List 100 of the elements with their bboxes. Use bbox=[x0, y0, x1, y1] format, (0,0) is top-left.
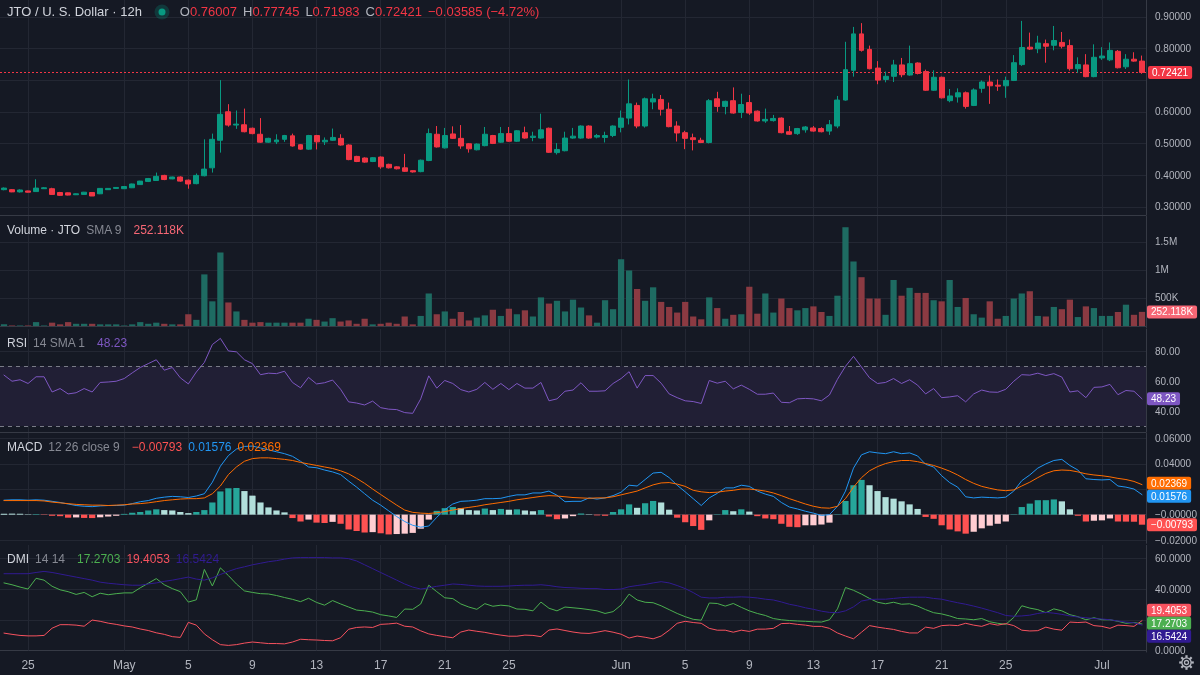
bar bbox=[994, 318, 1001, 327]
candlestick bbox=[81, 191, 87, 196]
bar bbox=[754, 313, 761, 327]
bar bbox=[1130, 314, 1138, 327]
candlestick bbox=[947, 88, 953, 103]
y-tick-label: 1.5M bbox=[1155, 236, 1178, 248]
candlestick bbox=[458, 124, 464, 150]
x-tick-label: 21 bbox=[438, 658, 452, 672]
bar bbox=[401, 316, 408, 327]
candlestick bbox=[137, 180, 143, 186]
candlestick bbox=[257, 117, 263, 144]
candlestick bbox=[666, 102, 672, 128]
candlestick bbox=[530, 131, 536, 142]
bar bbox=[513, 314, 521, 327]
candlestick bbox=[594, 133, 600, 139]
bar bbox=[1034, 315, 1041, 327]
bar bbox=[361, 318, 368, 327]
x-tick-label: 9 bbox=[745, 658, 753, 672]
candlestick bbox=[554, 142, 560, 156]
bar bbox=[64, 514, 72, 518]
candlestick bbox=[907, 45, 913, 77]
bar bbox=[762, 293, 769, 327]
bar bbox=[537, 510, 545, 515]
x-tick-label: 25 bbox=[999, 658, 1013, 672]
candlestick bbox=[161, 174, 167, 181]
annotation: 17.2703 bbox=[77, 552, 121, 566]
candlestick bbox=[338, 133, 344, 147]
candlestick bbox=[1099, 46, 1105, 61]
candlestick bbox=[466, 142, 472, 154]
candlestick bbox=[185, 179, 191, 190]
bar bbox=[722, 510, 729, 515]
bar bbox=[545, 303, 553, 327]
bar bbox=[585, 315, 593, 327]
bar bbox=[994, 514, 1001, 524]
bar bbox=[898, 295, 905, 327]
candlestick bbox=[610, 124, 616, 138]
text: SMA 9 bbox=[86, 222, 122, 238]
bar bbox=[377, 514, 384, 534]
x-tick-label: May bbox=[112, 658, 136, 672]
text: MACD bbox=[7, 439, 43, 455]
candlestick bbox=[362, 156, 368, 164]
bar bbox=[489, 309, 496, 327]
bar bbox=[746, 511, 753, 515]
candlestick bbox=[41, 186, 47, 190]
bar bbox=[609, 309, 617, 327]
candlestick bbox=[346, 143, 352, 161]
bar bbox=[690, 514, 697, 527]
bar bbox=[1082, 306, 1090, 327]
bar bbox=[650, 287, 657, 327]
y-tick-label: −0.02000 bbox=[1155, 534, 1198, 546]
candlestick bbox=[762, 108, 768, 124]
candlestick bbox=[650, 93, 656, 110]
y-tick-label: 0.80000 bbox=[1155, 42, 1192, 54]
text: RSI bbox=[7, 335, 28, 351]
bar bbox=[1050, 499, 1057, 515]
candlestick bbox=[1003, 76, 1009, 99]
candlestick bbox=[826, 119, 832, 136]
bar bbox=[1090, 308, 1098, 327]
candlestick bbox=[450, 125, 456, 140]
candlestick bbox=[931, 69, 937, 92]
candlestick bbox=[778, 116, 784, 134]
bar bbox=[786, 308, 793, 327]
x-tick-label: 17 bbox=[870, 658, 885, 672]
bar bbox=[730, 314, 737, 327]
candlestick bbox=[57, 191, 63, 197]
bar bbox=[1026, 503, 1033, 515]
candlestick bbox=[402, 153, 408, 173]
candlestick bbox=[442, 127, 448, 150]
bar bbox=[1042, 500, 1049, 515]
candlestick bbox=[955, 87, 961, 104]
candlestick bbox=[1107, 41, 1113, 62]
x-tick-label: Jun bbox=[611, 658, 631, 672]
bar bbox=[962, 297, 969, 327]
candlestick bbox=[233, 110, 239, 130]
x-tick-label: 9 bbox=[249, 658, 257, 672]
bar bbox=[305, 514, 312, 520]
text: 19.4053 bbox=[1151, 604, 1188, 616]
bar bbox=[954, 306, 961, 327]
candlestick bbox=[843, 41, 848, 102]
annotation: 252.118K bbox=[133, 223, 184, 237]
bar bbox=[225, 302, 232, 327]
bar bbox=[1074, 317, 1082, 327]
x-tick-label: 5 bbox=[681, 658, 689, 672]
bar bbox=[633, 288, 641, 327]
text: 14 14 bbox=[35, 551, 66, 567]
candlestick bbox=[474, 142, 480, 151]
bar bbox=[185, 314, 192, 327]
candlestick bbox=[1019, 20, 1025, 67]
text: 252.118K bbox=[1151, 306, 1194, 318]
y-tick-label: 40.00 bbox=[1155, 405, 1181, 417]
candlestick bbox=[546, 127, 552, 154]
bar bbox=[505, 509, 513, 515]
bar bbox=[714, 308, 721, 327]
candlestick bbox=[314, 134, 320, 150]
candlestick bbox=[939, 76, 945, 99]
bar bbox=[938, 301, 945, 327]
text: 17.2703 bbox=[1151, 617, 1188, 629]
candlestick bbox=[570, 127, 576, 140]
text: Volume · JTO bbox=[7, 222, 81, 238]
bar bbox=[1018, 507, 1025, 515]
